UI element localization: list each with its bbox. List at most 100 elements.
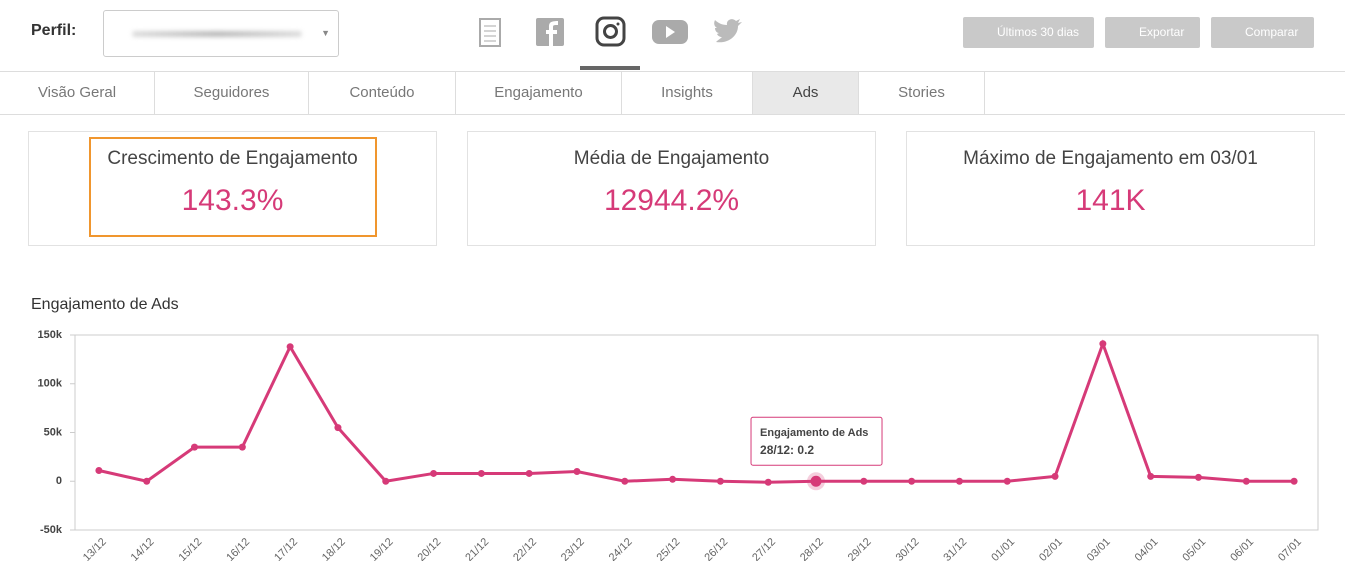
x-tick-label: 25/12 xyxy=(655,536,683,561)
point xyxy=(573,468,581,475)
tooltip: Engajamento de Ads 28/12: 0.2 xyxy=(750,416,883,466)
y-tick-label: 100k xyxy=(38,378,63,390)
plot-frame xyxy=(74,334,1319,531)
x-tick-label: 24/12 xyxy=(607,536,635,561)
profile-label: Perfil: xyxy=(31,22,77,39)
tab[interactable]: Stories xyxy=(859,72,985,114)
tab[interactable]: Engajamento xyxy=(456,72,622,114)
card-value: 143.3% xyxy=(181,184,284,217)
youtube-icon[interactable] xyxy=(652,20,688,44)
point xyxy=(477,469,485,477)
card-title: Máximo de Engajamento em 03/01 xyxy=(963,148,1258,169)
point xyxy=(716,477,724,485)
point xyxy=(95,467,103,475)
point xyxy=(1194,473,1202,481)
chart: Engajamento de Ads -50k 0 50k 100k 150k 13/12… xyxy=(31,296,1319,561)
card-value: 141K xyxy=(1075,184,1146,217)
tab[interactable]: Seguidores xyxy=(155,72,309,114)
x-tick-label: 29/12 xyxy=(846,536,874,561)
x-tick-label: 02/01 xyxy=(1037,536,1065,561)
x-tick-label: 31/12 xyxy=(941,536,969,561)
point xyxy=(238,443,246,451)
instagram-icon[interactable] xyxy=(595,16,626,47)
y-tick-label: 50k xyxy=(44,426,63,438)
export-button[interactable]: Exportar xyxy=(1105,17,1200,48)
point xyxy=(1290,477,1298,485)
card: Crescimento de Engajamento 143.3% xyxy=(28,131,437,246)
tabs: Visão Geral Seguidores Conteúdo Engajamento… xyxy=(0,72,1345,115)
tab[interactable]: Insights xyxy=(622,72,753,114)
point xyxy=(1099,340,1107,348)
point xyxy=(191,443,199,451)
y-tick-label: 150k xyxy=(38,329,63,341)
x-tick-label: 07/01 xyxy=(1276,536,1304,561)
profile-select[interactable]: ▼ xyxy=(103,10,339,57)
point xyxy=(1003,477,1011,485)
tooltip-value: 28/12: 0.2 xyxy=(760,443,814,457)
point xyxy=(430,469,438,477)
tooltip-category: 28/12 xyxy=(760,443,790,457)
point xyxy=(286,343,294,351)
x-tick-label: 20/12 xyxy=(416,536,444,561)
x-tick-label: 15/12 xyxy=(176,536,204,561)
point xyxy=(908,477,916,485)
tab[interactable]: Ads xyxy=(753,72,859,114)
x-tick-label: 16/12 xyxy=(224,536,252,561)
point xyxy=(1242,477,1250,485)
x-tick-label: 26/12 xyxy=(702,536,730,561)
series-line xyxy=(98,339,1295,484)
point xyxy=(334,424,342,432)
chart-title: Engajamento de Ads xyxy=(31,296,179,313)
point xyxy=(1147,472,1155,480)
x-tick-label: 19/12 xyxy=(368,536,396,561)
x-tick-label: 06/01 xyxy=(1228,536,1256,561)
point xyxy=(525,469,533,477)
network-icons xyxy=(479,16,742,47)
report-icon[interactable] xyxy=(479,18,501,47)
twitter-icon[interactable] xyxy=(714,19,742,43)
x-tick-label: 27/12 xyxy=(750,536,778,561)
point xyxy=(1051,472,1059,480)
x-tick-label: 04/01 xyxy=(1133,536,1161,561)
x-tick-label: 30/12 xyxy=(894,536,922,561)
card: Média de Engajamento 12944.2% xyxy=(467,131,876,246)
top-bar: Perfil: ▼ Últimos 30 dias Exportar Compa… xyxy=(0,0,1345,72)
x-tick-label: 13/12 xyxy=(81,536,109,561)
point xyxy=(621,477,629,485)
highlight-box xyxy=(89,137,377,237)
point xyxy=(764,478,772,486)
x-tick-label: 28/12 xyxy=(798,536,826,561)
point xyxy=(810,475,822,487)
card-title: Crescimento de Engajamento xyxy=(107,148,358,169)
card-title: Média de Engajamento xyxy=(573,148,770,169)
point xyxy=(669,475,677,483)
y-tick-label: 0 xyxy=(56,475,62,487)
separator: : xyxy=(790,443,797,457)
x-tick-label: 21/12 xyxy=(463,536,491,561)
x-tick-label: 22/12 xyxy=(511,536,539,561)
card-value: 12944.2% xyxy=(603,184,740,217)
tab[interactable]: Conteúdo xyxy=(309,72,456,114)
point xyxy=(860,477,868,485)
tab[interactable]: Visão Geral xyxy=(0,72,155,114)
date-range-button[interactable]: Últimos 30 dias xyxy=(963,17,1094,48)
x-tick-label: 14/12 xyxy=(129,536,157,561)
active-network-underline xyxy=(580,66,640,70)
x-tick-label: 23/12 xyxy=(559,536,587,561)
point xyxy=(382,477,390,485)
compare-button[interactable]: Comparar xyxy=(1211,17,1314,48)
tooltip-number: 0.2 xyxy=(797,443,814,457)
facebook-icon[interactable] xyxy=(536,18,564,46)
x-tick-label: 18/12 xyxy=(320,536,348,561)
tooltip-box xyxy=(750,416,883,466)
y-tick-label: -50k xyxy=(40,524,63,536)
x-tick-label: 01/01 xyxy=(989,536,1017,561)
x-tick-label: 17/12 xyxy=(272,536,300,561)
x-tick-label: 03/01 xyxy=(1085,536,1113,561)
tooltip-title: Engajamento de Ads xyxy=(760,427,868,439)
point xyxy=(143,477,151,485)
x-tick-label: 05/01 xyxy=(1180,536,1208,561)
card: Máximo de Engajamento em 03/01 141K xyxy=(906,131,1315,246)
point xyxy=(955,477,963,485)
